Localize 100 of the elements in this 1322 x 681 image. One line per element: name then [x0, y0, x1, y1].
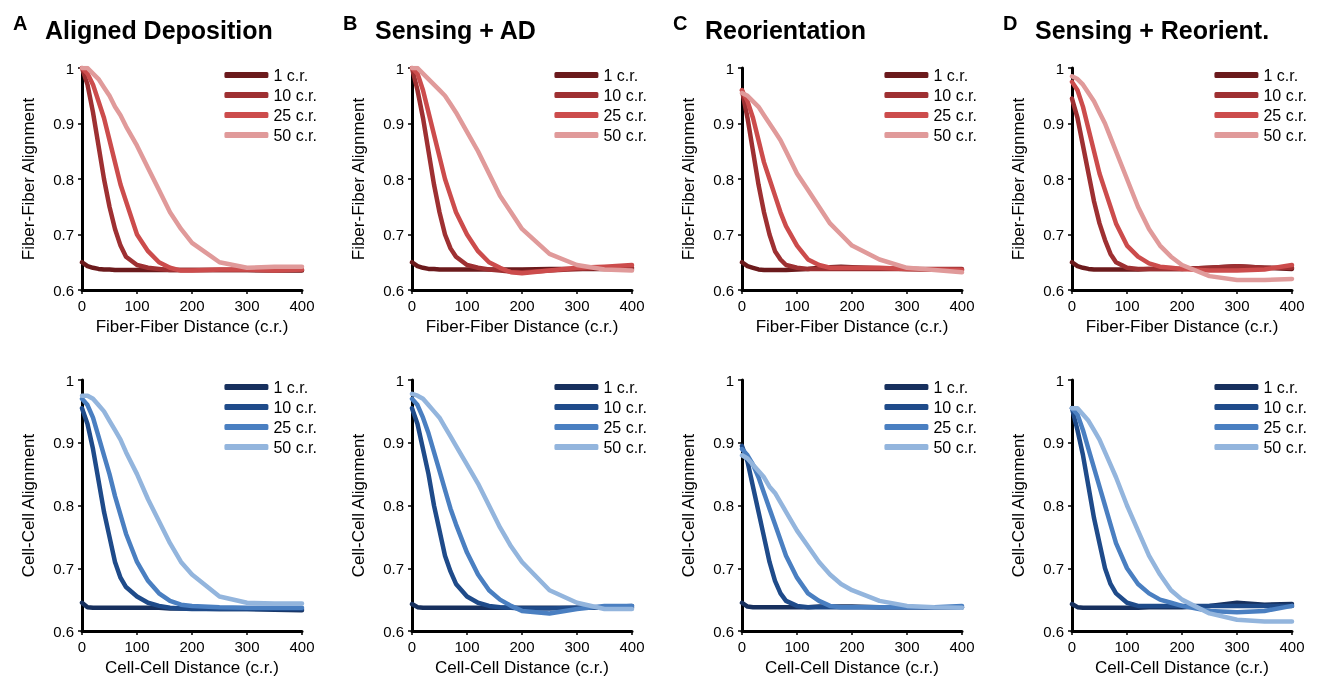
legend-label: 10 c.r. — [603, 398, 647, 416]
x-axis-title: Cell-Cell Distance (c.r.) — [765, 658, 939, 677]
legend-label: 10 c.r. — [273, 398, 317, 416]
x-axis-title: Cell-Cell Distance (c.r.) — [105, 658, 279, 677]
chart-title: Reorientation — [705, 15, 867, 44]
legend-label: 1 c.r. — [1263, 66, 1299, 84]
y-tick-label: 0.9 — [713, 115, 734, 132]
y-tick-label: 0.9 — [713, 434, 734, 452]
x-tick-label: 200 — [509, 638, 535, 655]
y-tick-label: 0.6 — [713, 281, 734, 299]
chart-title: Sensing + Reorient. — [1035, 15, 1270, 44]
x-tick-label: 400 — [949, 638, 975, 655]
y-tick-label: 0.6 — [383, 622, 404, 640]
x-axis-title: Cell-Cell Distance (c.r.) — [1095, 658, 1269, 677]
x-tick-label: 300 — [234, 638, 260, 655]
y-tick-label: 0.8 — [713, 170, 734, 188]
y-tick-label: 1 — [65, 371, 74, 389]
y-tick-label: 0.9 — [1043, 434, 1064, 452]
y-axis-title: Cell-Cell Alignment — [19, 433, 38, 578]
text: A — [13, 12, 28, 34]
x-tick-label: 400 — [949, 297, 975, 314]
y-tick-label: 1 — [65, 59, 74, 77]
legend-label: 50 c.r. — [1263, 438, 1307, 456]
y-tick-label: 0.6 — [53, 281, 74, 299]
y-axis-title: Cell-Cell Alignment — [1009, 433, 1028, 578]
y-tick-label: 0.8 — [383, 497, 404, 514]
x-tick-label: 300 — [564, 638, 590, 655]
x-tick-label: 0 — [407, 638, 417, 655]
y-tick-label: 0.8 — [53, 497, 74, 514]
y-tick-label: 0.7 — [383, 226, 404, 243]
y-axis-title: Fiber-Fiber Alignment — [1009, 97, 1028, 261]
y-tick-label: 0.7 — [383, 559, 404, 577]
x-tick-label: 0 — [1067, 638, 1077, 655]
y-axis-title: Cell-Cell Alignment — [349, 433, 368, 578]
x-tick-label: 300 — [894, 297, 920, 314]
y-tick-label: 0.8 — [53, 170, 74, 188]
x-tick-label: 300 — [234, 297, 260, 314]
x-axis-title: Fiber-Fiber Distance (c.r.) — [425, 317, 619, 336]
x-tick-label: 100 — [454, 297, 480, 314]
chart-title: Aligned Deposition — [45, 15, 273, 44]
y-tick-label: 0.9 — [383, 434, 404, 452]
legend-label: 50 c.r. — [603, 126, 647, 144]
legend-label: 10 c.r. — [1263, 398, 1307, 416]
legend-label: 25 c.r. — [1263, 418, 1307, 436]
y-tick-label: 0.8 — [713, 497, 734, 514]
y-tick-label: 0.8 — [1043, 497, 1064, 514]
text: D — [1003, 12, 1018, 34]
x-tick-label: 400 — [619, 638, 645, 655]
y-axis-title: Fiber-Fiber Alignment — [679, 97, 698, 261]
x-axis-title: Fiber-Fiber Distance (c.r.) — [95, 317, 289, 336]
x-tick-label: 300 — [1224, 297, 1250, 314]
y-tick-label: 1 — [1055, 371, 1064, 389]
x-tick-label: 100 — [1114, 297, 1140, 314]
x-tick-label: 0 — [737, 638, 747, 655]
y-tick-label: 0.7 — [713, 559, 734, 577]
legend-label: 10 c.r. — [933, 86, 977, 104]
legend-label: 25 c.r. — [1263, 106, 1307, 124]
legend-label: 25 c.r. — [603, 418, 647, 436]
x-tick-label: 200 — [839, 297, 865, 314]
x-tick-label: 0 — [1067, 297, 1077, 314]
x-tick-label: 200 — [839, 638, 865, 655]
legend-label: 25 c.r. — [933, 418, 977, 436]
x-tick-label: 400 — [289, 297, 315, 314]
x-tick-label: 100 — [1114, 638, 1140, 655]
x-tick-label: 400 — [619, 297, 645, 314]
legend-label: 50 c.r. — [933, 438, 977, 456]
y-tick-label: 1 — [725, 371, 734, 389]
x-tick-label: 200 — [1169, 297, 1195, 314]
x-tick-label: 400 — [289, 638, 315, 655]
x-tick-label: 200 — [179, 297, 205, 314]
y-tick-label: 0.7 — [713, 226, 734, 243]
x-axis-title: Fiber-Fiber Distance (c.r.) — [755, 317, 949, 336]
x-tick-label: 0 — [407, 297, 417, 314]
y-tick-label: 0.7 — [53, 559, 74, 577]
x-tick-label: 100 — [784, 297, 810, 314]
legend-label: 1 c.r. — [603, 66, 639, 84]
y-tick-label: 0.7 — [1043, 559, 1064, 577]
legend-label: 1 c.r. — [273, 66, 309, 84]
x-tick-label: 200 — [1169, 638, 1195, 655]
y-tick-label: 0.6 — [383, 281, 404, 299]
legend-label: 25 c.r. — [603, 106, 647, 124]
y-tick-label: 1 — [1055, 59, 1064, 77]
y-tick-label: 0.9 — [53, 434, 74, 452]
x-axis-title: Cell-Cell Distance (c.r.) — [435, 658, 609, 677]
y-tick-label: 0.6 — [713, 622, 734, 640]
x-tick-label: 200 — [509, 297, 535, 314]
y-tick-label: 1 — [725, 59, 734, 77]
legend-label: 50 c.r. — [273, 438, 317, 456]
legend-label: 50 c.r. — [1263, 126, 1307, 144]
y-axis-title: Fiber-Fiber Alignment — [349, 97, 368, 261]
legend-label: 1 c.r. — [1263, 378, 1299, 396]
x-tick-label: 0 — [77, 638, 87, 655]
text: B — [343, 12, 358, 34]
x-tick-label: 300 — [894, 638, 920, 655]
x-axis-title: Fiber-Fiber Distance (c.r.) — [1085, 317, 1279, 336]
y-tick-label: 1 — [395, 371, 404, 389]
x-tick-label: 100 — [124, 297, 150, 314]
x-tick-label: 400 — [1279, 638, 1305, 655]
x-tick-label: 400 — [1279, 297, 1305, 314]
y-axis-title: Cell-Cell Alignment — [679, 433, 698, 578]
